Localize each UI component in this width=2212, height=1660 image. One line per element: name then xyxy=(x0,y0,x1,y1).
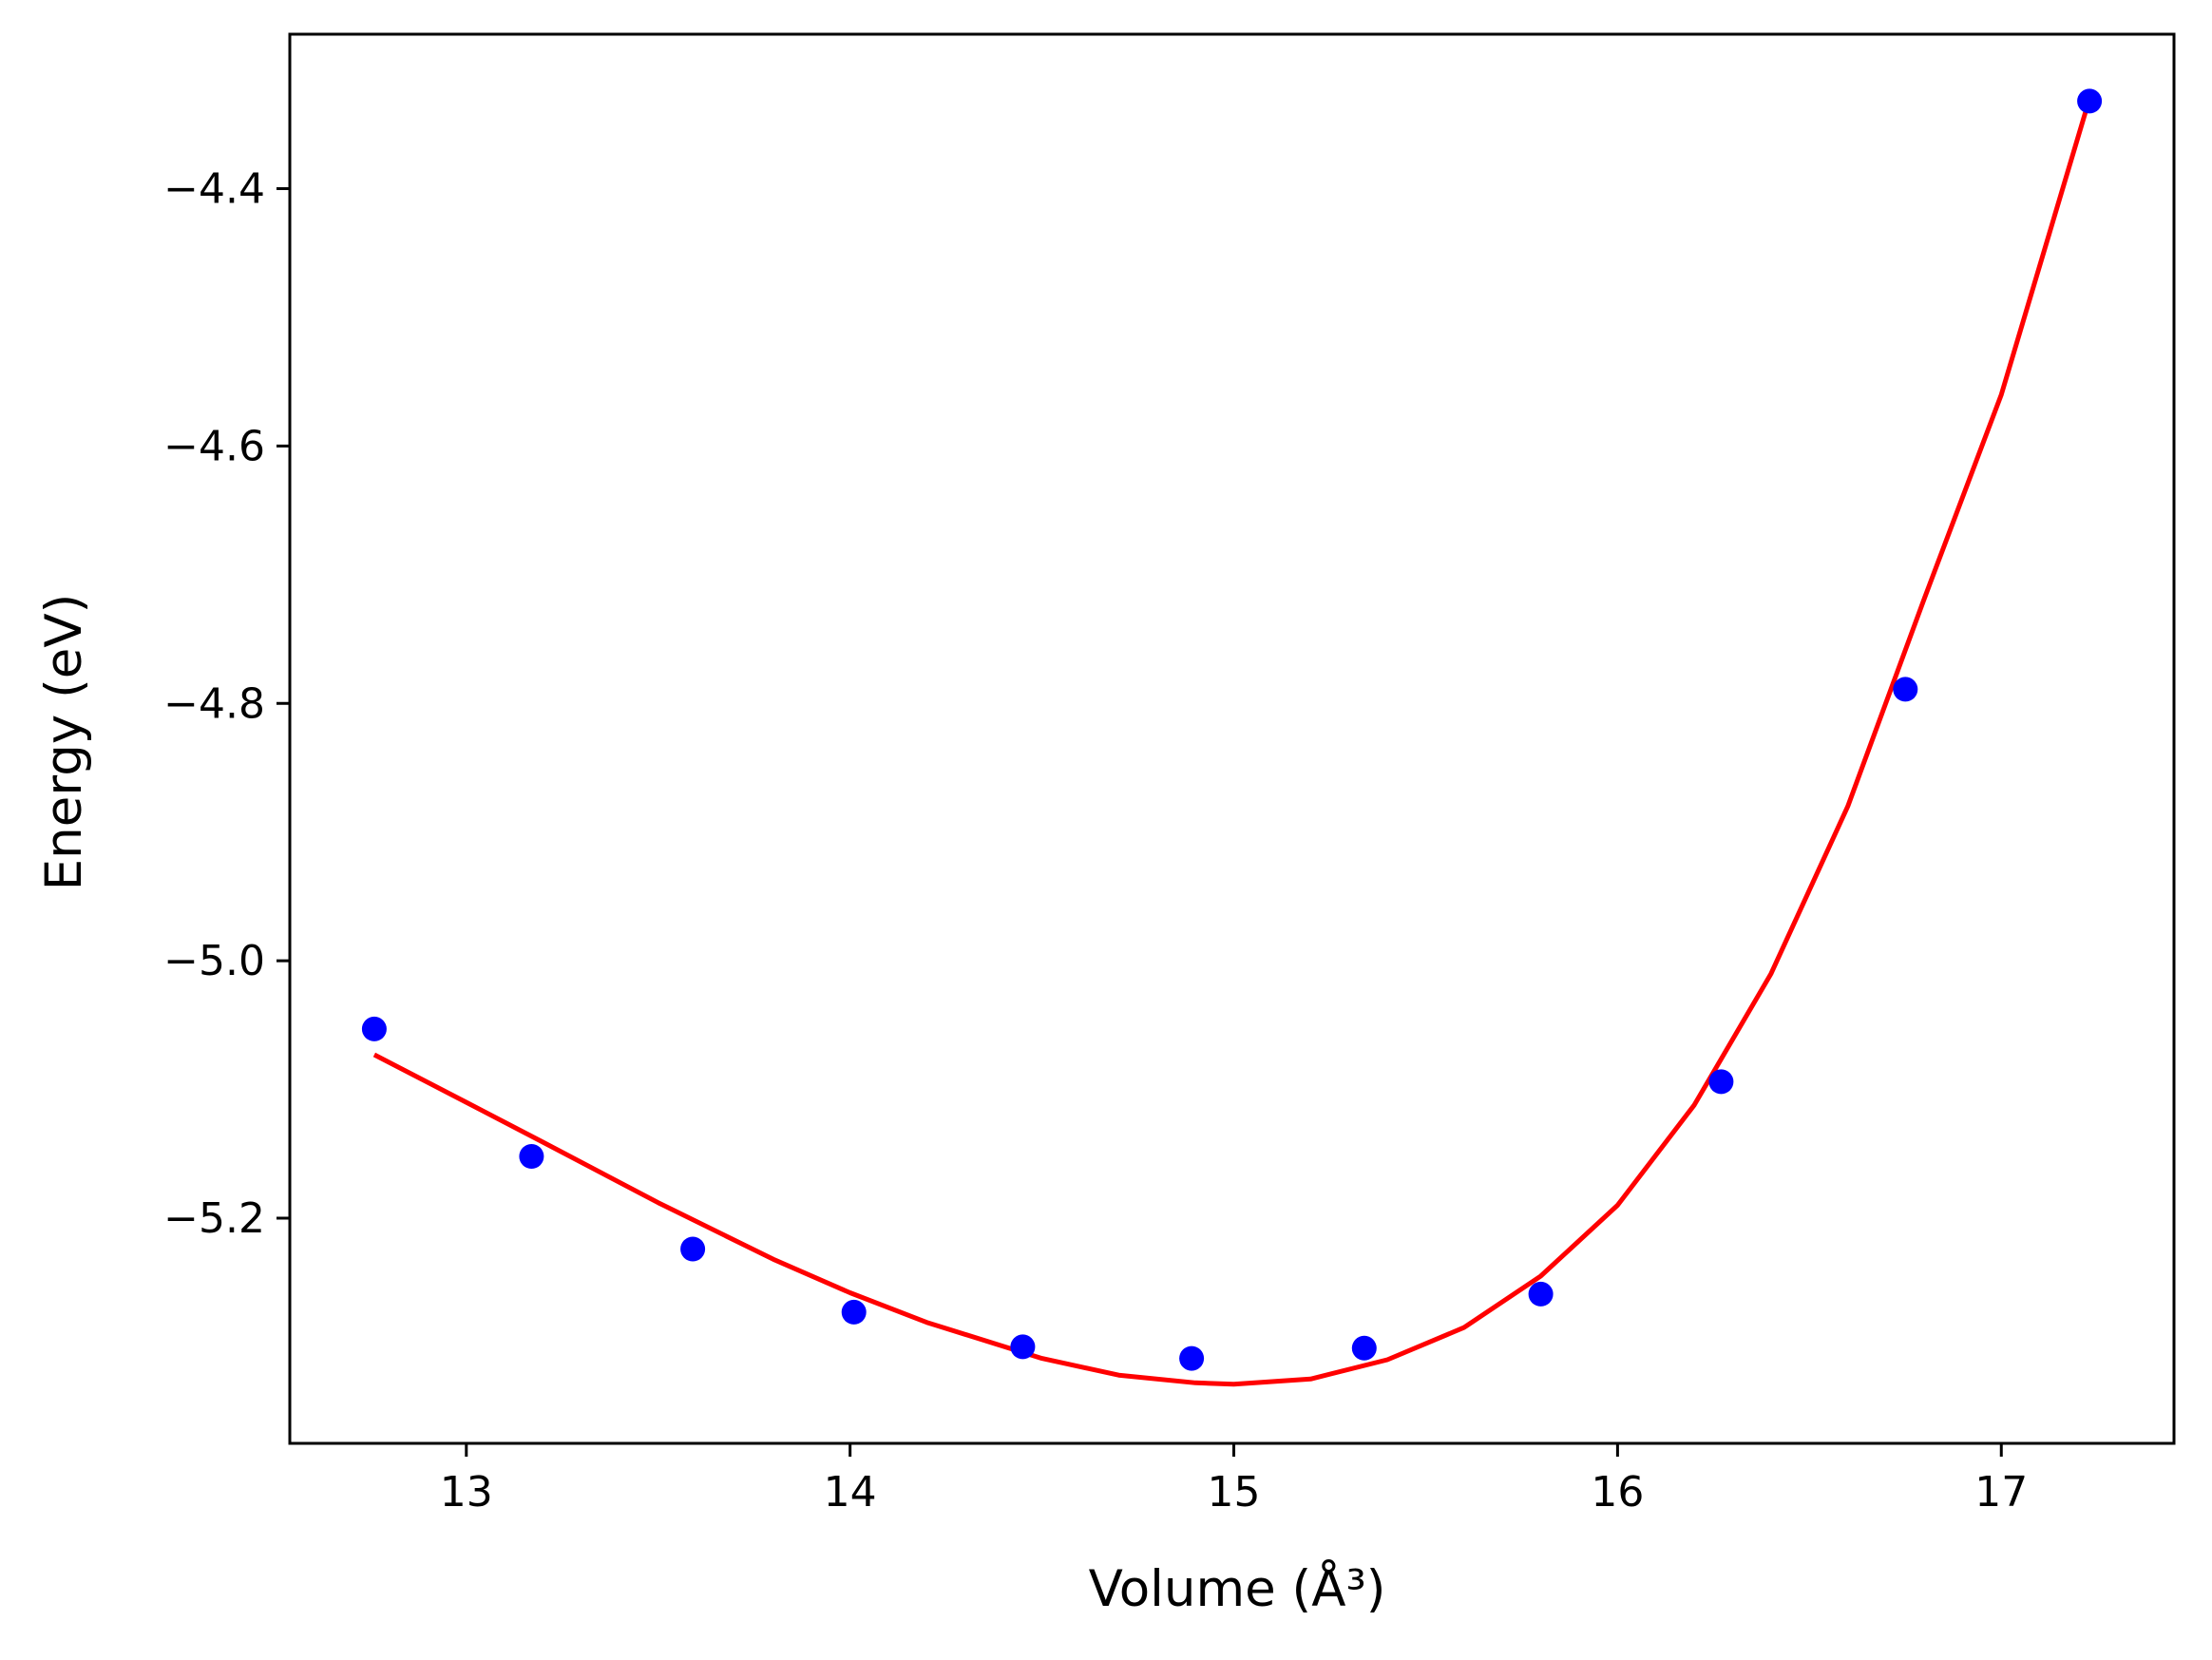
y-tick-label: −4.8 xyxy=(163,679,265,728)
data-point xyxy=(1708,1069,1734,1095)
fit-line xyxy=(372,97,2092,1387)
plot-area xyxy=(361,88,2103,1387)
data-point xyxy=(361,1016,387,1041)
data-point xyxy=(680,1236,706,1262)
data-point xyxy=(2077,88,2103,114)
x-axis-label: Volume (Å³) xyxy=(1089,1557,1386,1618)
data-point xyxy=(1893,677,1918,702)
x-tick-label: 15 xyxy=(1208,1468,1261,1517)
data-point xyxy=(841,1299,867,1325)
y-tick-label: −5.0 xyxy=(163,937,265,985)
plot-frame xyxy=(288,32,2176,1445)
data-point xyxy=(1528,1281,1554,1307)
axes: 13 14 15 16 17 −4.4 −4.6 −4.8 −5.0 −5.2 xyxy=(163,32,2176,1517)
x-tick-label: 17 xyxy=(1974,1468,2028,1517)
data-point xyxy=(1010,1334,1036,1360)
x-tick-label: 13 xyxy=(440,1468,493,1517)
data-point xyxy=(519,1144,544,1169)
y-axis-label: Energy (eV) xyxy=(35,594,93,891)
x-tick-label: 14 xyxy=(824,1468,877,1517)
data-point xyxy=(1179,1345,1205,1371)
y-tick-label: −4.6 xyxy=(163,422,265,470)
x-tick-label: 16 xyxy=(1591,1468,1644,1517)
data-point xyxy=(1351,1335,1377,1361)
y-tick-label: −4.4 xyxy=(163,165,265,214)
y-tick-label: −5.2 xyxy=(163,1194,265,1243)
